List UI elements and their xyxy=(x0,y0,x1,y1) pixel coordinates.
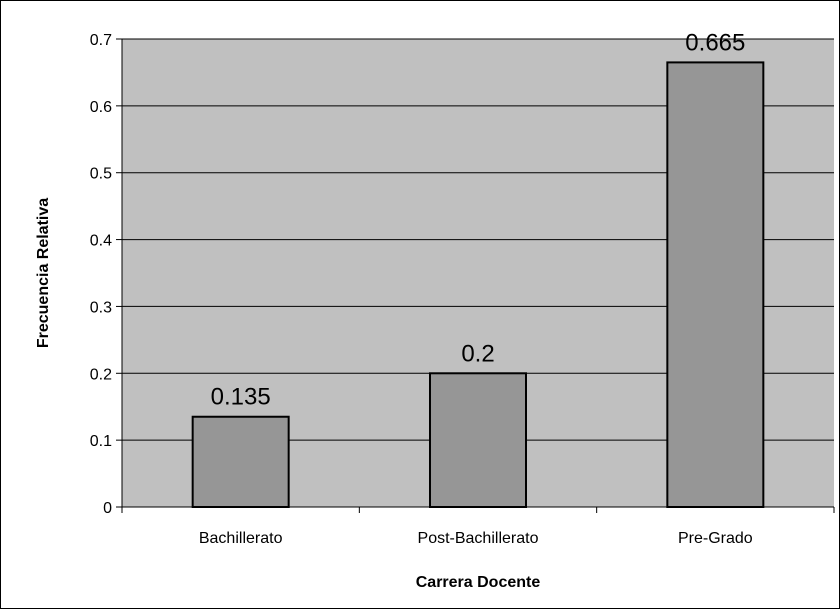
x-axis-title: Carrera Docente xyxy=(416,574,541,591)
y-tick-label: 0.5 xyxy=(90,166,112,183)
bar-post-bachillerato xyxy=(429,372,527,508)
y-tick-label: 0.1 xyxy=(90,433,112,450)
y-tick-labels: 0 0.1 0.2 0.3 0.4 0.5 0.6 0.7 xyxy=(90,32,112,517)
x-tick-label: Post-Bachillerato xyxy=(418,530,539,547)
bars xyxy=(191,61,765,509)
y-tick-label: 0.4 xyxy=(90,233,112,250)
axes xyxy=(121,39,835,513)
x-tick-label: Bachillerato xyxy=(199,530,283,547)
y-tick-label: 0.7 xyxy=(90,32,112,49)
bar-pre-grado xyxy=(666,61,765,509)
data-labels: 0.135 0.2 0.665 xyxy=(211,29,746,410)
bar-bachillerato xyxy=(191,415,290,508)
y-tick-label: 0.3 xyxy=(90,299,112,316)
y-tick-label: 0 xyxy=(103,500,112,517)
data-label: 0.135 xyxy=(211,384,271,411)
y-axis-title: Frecuencia Relativa xyxy=(35,198,52,348)
data-label: 0.665 xyxy=(685,29,745,56)
y-tick-label: 0.6 xyxy=(90,99,112,116)
y-tick-label: 0.2 xyxy=(90,366,112,383)
x-tick-labels: Bachillerato Post-Bachillerato Pre-Grado xyxy=(199,530,753,547)
x-tick-label: Pre-Grado xyxy=(678,530,753,547)
data-label: 0.2 xyxy=(461,340,494,367)
